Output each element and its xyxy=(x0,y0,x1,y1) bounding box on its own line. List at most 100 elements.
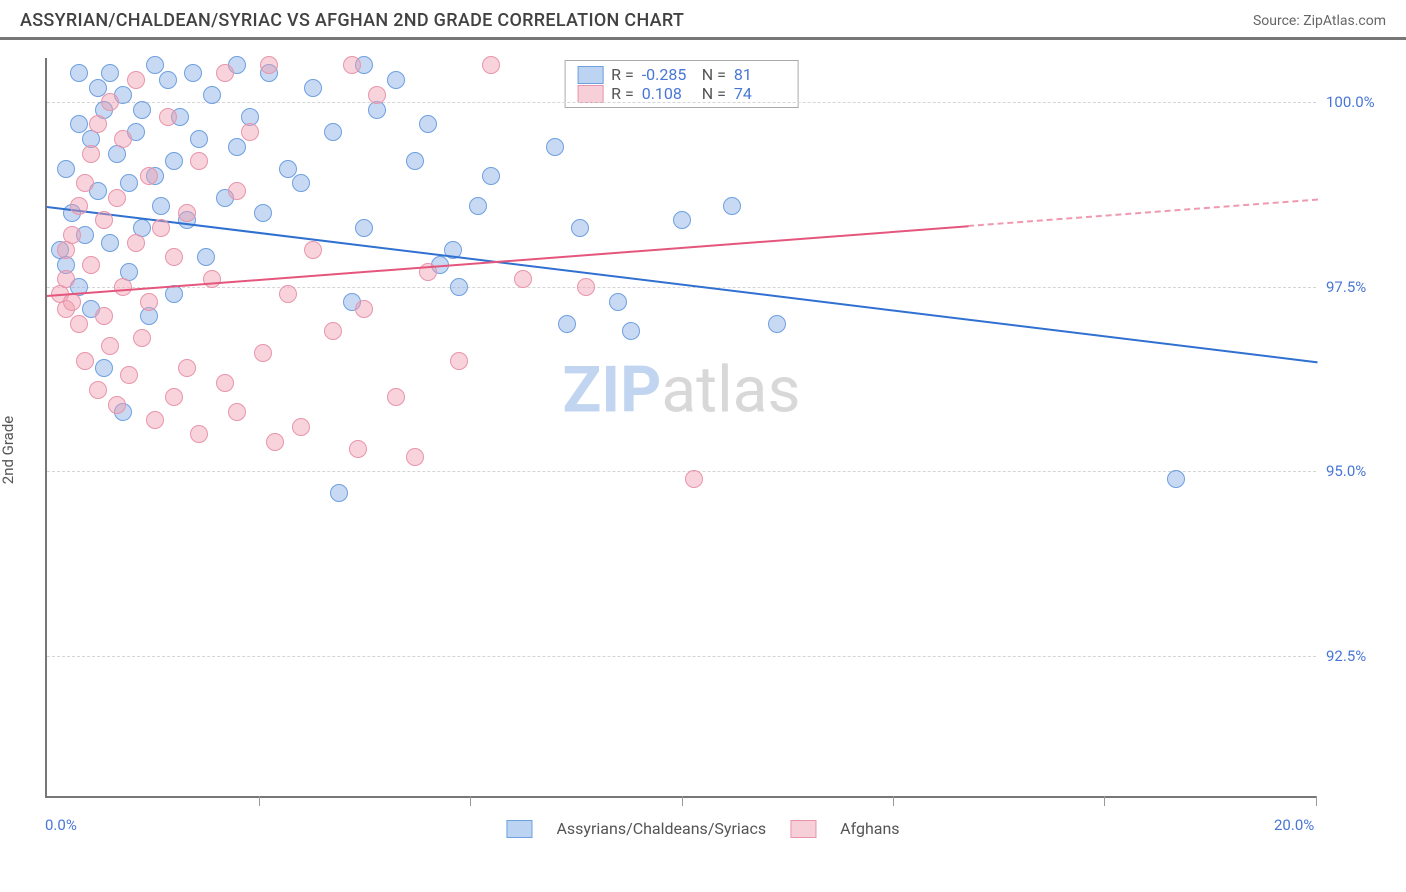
scatter-point-series-0 xyxy=(89,79,107,97)
scatter-point-series-0 xyxy=(228,138,246,156)
scatter-point-series-1 xyxy=(216,64,234,82)
n-label-0: N = xyxy=(702,65,726,84)
watermark: ZIPatlas xyxy=(563,353,801,428)
scatter-point-series-1 xyxy=(279,285,297,303)
scatter-point-series-1 xyxy=(101,337,119,355)
scatter-point-series-0 xyxy=(355,219,373,237)
x-tick-label-left: 0.0% xyxy=(45,816,77,834)
scatter-point-series-1 xyxy=(343,56,361,74)
scatter-point-series-1 xyxy=(108,189,126,207)
scatter-point-series-1 xyxy=(146,411,164,429)
scatter-point-series-1 xyxy=(133,329,151,347)
scatter-point-series-1 xyxy=(165,248,183,266)
legend-swatch-0 xyxy=(506,820,532,838)
x-tick xyxy=(1316,796,1317,806)
r-value-0: -0.285 xyxy=(642,65,694,84)
scatter-point-series-1 xyxy=(450,352,468,370)
scatter-point-series-1 xyxy=(70,197,88,215)
scatter-point-series-1 xyxy=(127,71,145,89)
x-tick xyxy=(259,796,260,806)
y-tick-label: 97.5% xyxy=(1326,278,1392,296)
scatter-point-series-0 xyxy=(95,359,113,377)
scatter-point-series-1 xyxy=(101,93,119,111)
scatter-point-series-1 xyxy=(228,403,246,421)
scatter-point-series-1 xyxy=(127,234,145,252)
scatter-point-series-0 xyxy=(482,167,500,185)
scatter-point-series-1 xyxy=(514,270,532,288)
scatter-point-series-0 xyxy=(723,197,741,215)
scatter-point-series-1 xyxy=(228,182,246,200)
scatter-point-series-0 xyxy=(419,115,437,133)
scatter-point-series-0 xyxy=(133,101,151,119)
scatter-point-series-1 xyxy=(120,366,138,384)
y-tick-label: 92.5% xyxy=(1326,647,1392,665)
scatter-point-series-0 xyxy=(254,204,272,222)
x-tick-label-right: 20.0% xyxy=(1274,816,1314,834)
scatter-point-series-0 xyxy=(571,219,589,237)
scatter-point-series-1 xyxy=(406,448,424,466)
scatter-point-series-1 xyxy=(355,300,373,318)
stats-legend-box: R = -0.285 N = 81 R = 0.108 N = 74 xyxy=(564,60,799,108)
scatter-point-series-0 xyxy=(203,86,221,104)
n-label-1: N = xyxy=(702,84,726,103)
scatter-point-series-0 xyxy=(120,174,138,192)
scatter-point-series-0 xyxy=(184,64,202,82)
scatter-point-series-0 xyxy=(101,64,119,82)
watermark-atlas: atlas xyxy=(661,353,800,428)
trend-line-series-1 xyxy=(968,199,1318,227)
scatter-point-series-1 xyxy=(76,174,94,192)
scatter-point-series-1 xyxy=(304,241,322,259)
chart-header: ASSYRIAN/CHALDEAN/SYRIAC VS AFGHAN 2ND G… xyxy=(0,0,1406,40)
legend-label-0: Assyrians/Chaldeans/Syriacs xyxy=(556,819,766,838)
scatter-point-series-0 xyxy=(190,130,208,148)
scatter-point-series-0 xyxy=(469,197,487,215)
scatter-point-series-1 xyxy=(260,56,278,74)
scatter-point-series-1 xyxy=(57,270,75,288)
scatter-point-series-1 xyxy=(89,115,107,133)
scatter-point-series-1 xyxy=(114,278,132,296)
gridline-h xyxy=(47,102,1316,103)
x-tick xyxy=(470,796,471,806)
scatter-point-series-0 xyxy=(152,197,170,215)
scatter-point-series-1 xyxy=(95,307,113,325)
scatter-point-series-0 xyxy=(165,152,183,170)
scatter-point-series-0 xyxy=(387,71,405,89)
scatter-point-series-0 xyxy=(450,278,468,296)
scatter-point-series-1 xyxy=(114,130,132,148)
bottom-legend: Assyrians/Chaldeans/Syriacs Afghans xyxy=(506,819,899,838)
scatter-point-series-1 xyxy=(178,204,196,222)
scatter-point-series-1 xyxy=(254,344,272,362)
swatch-series-1 xyxy=(577,85,603,103)
scatter-point-series-1 xyxy=(241,123,259,141)
scatter-point-series-1 xyxy=(178,359,196,377)
x-tick xyxy=(682,796,683,806)
scatter-point-series-1 xyxy=(140,293,158,311)
scatter-point-series-0 xyxy=(330,484,348,502)
gridline-h xyxy=(47,287,1316,288)
r-value-1: 0.108 xyxy=(642,84,694,103)
stats-row-series-0: R = -0.285 N = 81 xyxy=(577,65,786,84)
scatter-point-series-1 xyxy=(76,352,94,370)
y-axis-label: 2nd Grade xyxy=(0,416,17,484)
scatter-point-series-0 xyxy=(304,79,322,97)
scatter-point-series-1 xyxy=(108,396,126,414)
legend-swatch-1 xyxy=(790,820,816,838)
scatter-point-series-1 xyxy=(165,388,183,406)
scatter-point-series-0 xyxy=(406,152,424,170)
n-value-1: 74 xyxy=(734,84,786,103)
scatter-point-series-0 xyxy=(57,160,75,178)
scatter-point-series-1 xyxy=(577,278,595,296)
scatter-point-series-0 xyxy=(324,123,342,141)
gridline-h xyxy=(47,471,1316,472)
scatter-point-series-0 xyxy=(558,315,576,333)
scatter-point-series-1 xyxy=(82,145,100,163)
scatter-point-series-1 xyxy=(324,322,342,340)
scatter-point-series-1 xyxy=(70,315,88,333)
scatter-point-series-0 xyxy=(279,160,297,178)
scatter-point-series-0 xyxy=(292,174,310,192)
scatter-point-series-1 xyxy=(95,211,113,229)
scatter-point-series-1 xyxy=(190,425,208,443)
y-tick-label: 100.0% xyxy=(1326,93,1392,111)
swatch-series-0 xyxy=(577,66,603,84)
watermark-zip: ZIP xyxy=(563,353,662,428)
